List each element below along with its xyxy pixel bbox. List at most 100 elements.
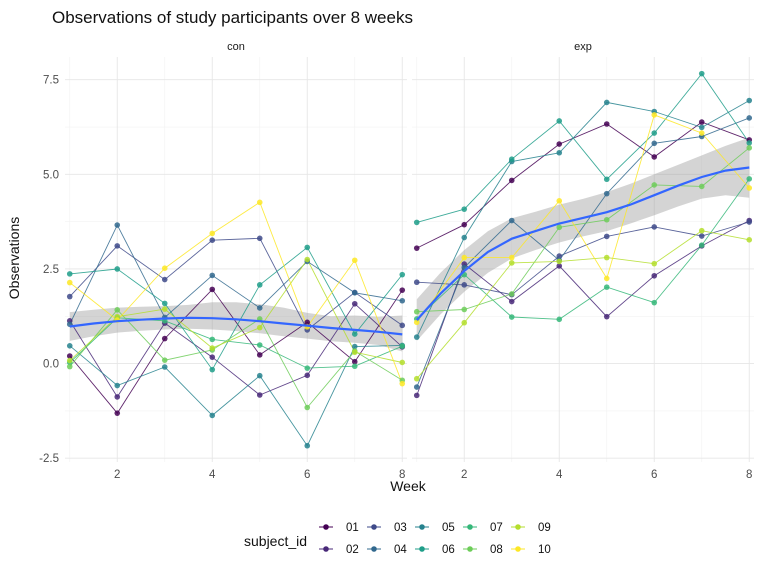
data-point-06 — [114, 266, 121, 272]
series-line-10 — [416, 114, 750, 323]
series-line-01 — [416, 121, 750, 249]
data-point-02 — [556, 263, 563, 269]
data-point-01 — [351, 358, 358, 365]
data-point-03 — [698, 233, 705, 239]
smooth-line — [415, 166, 750, 321]
data-point-04 — [114, 222, 121, 228]
y-tick-label: 0.0 — [43, 359, 59, 371]
legend-key-point — [515, 546, 521, 552]
series-line-04 — [69, 224, 403, 325]
smooth-line — [69, 316, 403, 336]
legend-key-point — [467, 546, 473, 552]
x-tick-label: 6 — [651, 469, 657, 481]
data-point-05 — [209, 412, 216, 419]
legend-label: 06 — [442, 544, 455, 556]
data-point-02 — [256, 392, 263, 398]
data-point-03 — [603, 233, 610, 240]
series-line-02 — [416, 220, 750, 396]
data-point-10 — [66, 279, 73, 286]
data-point-05 — [746, 97, 753, 104]
data-point-04 — [603, 190, 610, 197]
data-point-02 — [651, 272, 658, 279]
data-point-03 — [399, 322, 406, 329]
data-point-04 — [651, 140, 658, 147]
data-point-04 — [746, 115, 753, 121]
data-point-07 — [399, 343, 406, 349]
y-tick-label: 7.5 — [43, 75, 59, 87]
data-point-07 — [603, 284, 610, 290]
data-point-05 — [66, 342, 73, 349]
legend-key-point — [323, 524, 329, 530]
legend-item-05: 05 — [415, 522, 455, 534]
data-point-06 — [556, 118, 563, 124]
data-point-10 — [508, 254, 515, 261]
data-point-09 — [351, 349, 358, 356]
series-line-09 — [69, 258, 403, 363]
series-line-05 — [69, 344, 403, 447]
data-point-05 — [413, 334, 420, 340]
data-point-01 — [556, 141, 563, 147]
data-point-08 — [698, 183, 705, 190]
data-point-01 — [399, 287, 406, 293]
data-point-09 — [746, 237, 753, 243]
legend-label: 03 — [394, 522, 407, 534]
data-point-02 — [209, 354, 216, 360]
series-line-04 — [416, 117, 750, 388]
data-point-02 — [413, 392, 420, 399]
data-point-07 — [651, 299, 658, 306]
data-point-06 — [304, 244, 311, 251]
x-tick-label: 4 — [556, 469, 563, 481]
panel-con: con 2 4 6 8 -2.5 0.0 2.5 5.0 7.5 — [39, 41, 407, 481]
data-point-08 — [114, 307, 121, 313]
legend-label: 08 — [490, 544, 503, 556]
legend-item-06: 06 — [415, 544, 455, 556]
data-point-09 — [603, 254, 610, 261]
legend-key-point — [371, 546, 377, 552]
data-point-03 — [256, 235, 263, 242]
data-point-10 — [651, 112, 658, 118]
data-point-04 — [209, 272, 216, 279]
data-point-01 — [304, 319, 311, 326]
data-point-02 — [304, 372, 311, 379]
legend-label: 07 — [490, 522, 503, 534]
data-point-05 — [461, 234, 468, 241]
legend-key-point — [419, 546, 425, 552]
data-point-09 — [161, 306, 168, 312]
data-point-10 — [209, 230, 216, 237]
legend-item-02: 02 — [319, 544, 359, 556]
data-point-01 — [413, 245, 420, 251]
data-point-04 — [413, 384, 420, 390]
data-point-07 — [256, 342, 263, 348]
data-point-03 — [66, 293, 73, 300]
panel-exp: exp 2 4 6 8 — [412, 41, 754, 481]
series-line-09 — [416, 230, 750, 379]
data-point-08 — [556, 224, 563, 231]
data-point-01 — [603, 121, 610, 127]
data-point-09 — [399, 359, 406, 366]
data-point-07 — [746, 176, 753, 182]
data-point-05 — [161, 364, 168, 370]
data-point-03 — [651, 224, 658, 230]
data-point-03 — [413, 279, 420, 286]
data-point-03 — [746, 219, 753, 225]
series-line-07 — [416, 178, 750, 320]
x-tick-label: 8 — [746, 469, 752, 481]
data-point-03 — [556, 253, 563, 259]
legend-key-point — [371, 524, 377, 530]
series-line-10 — [69, 201, 403, 384]
data-point-03 — [461, 282, 468, 288]
data-point-08 — [746, 145, 753, 151]
data-point-08 — [461, 306, 468, 313]
data-point-01 — [461, 221, 468, 228]
x-tick-label: 6 — [304, 469, 310, 481]
legend-label: 02 — [346, 544, 359, 556]
data-point-01 — [651, 154, 658, 160]
data-point-04 — [256, 305, 263, 311]
data-point-02 — [508, 298, 515, 305]
data-point-07 — [556, 316, 563, 323]
data-point-05 — [256, 372, 263, 379]
legend-item-09: 09 — [511, 522, 551, 534]
data-point-08 — [413, 308, 420, 315]
data-point-06 — [209, 366, 216, 373]
legend-item-07: 07 — [463, 522, 503, 534]
